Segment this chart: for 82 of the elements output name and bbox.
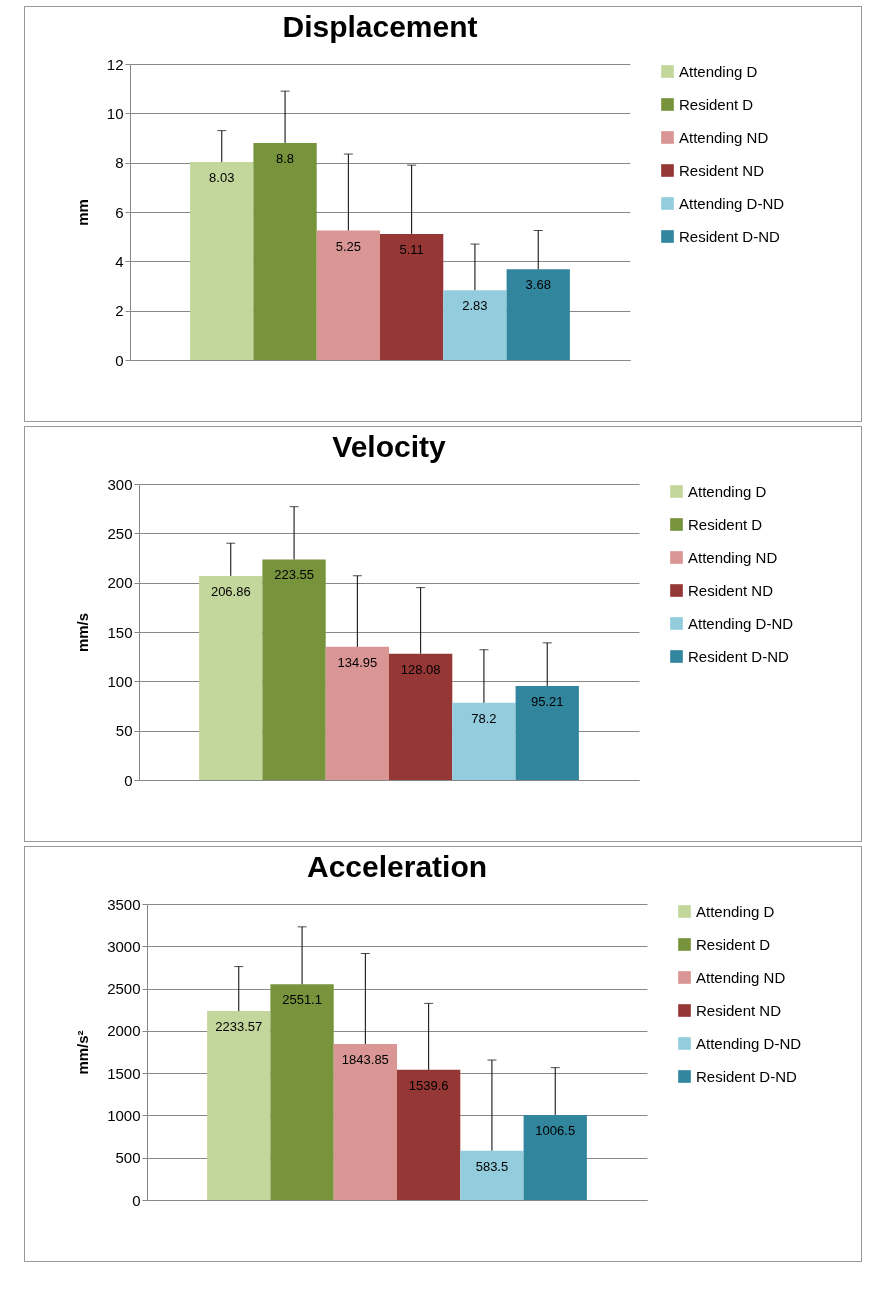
y-tick-label: 4 <box>115 252 124 270</box>
y-tick-label: 1500 <box>107 1064 141 1082</box>
y-tick-label: 0 <box>132 1191 141 1209</box>
y-tick-label: 2500 <box>107 980 141 998</box>
chart-title: Acceleration <box>306 850 488 883</box>
legend-label: Attending D <box>679 62 758 80</box>
bar <box>199 575 263 780</box>
legend-label: Attending D <box>688 482 767 500</box>
y-tick-label: 2000 <box>107 1022 141 1040</box>
legend-label: Resident D-ND <box>688 647 790 665</box>
y-tick-label: 0 <box>124 771 133 789</box>
bar <box>523 1114 587 1200</box>
data-label: 95.21 <box>530 694 564 710</box>
y-tick-label: 150 <box>107 623 133 641</box>
bar <box>506 269 570 360</box>
y-tick-label: 12 <box>106 55 124 73</box>
y-tick-label: 500 <box>115 1149 141 1167</box>
y-tick-label: 50 <box>115 722 133 740</box>
bar <box>333 1044 397 1200</box>
legend-label: Resident ND <box>696 1001 782 1019</box>
legend-label: Resident D-ND <box>679 227 781 245</box>
data-label: 5.25 <box>335 238 362 254</box>
y-tick-label: 1000 <box>107 1106 141 1124</box>
data-label: 3.68 <box>525 277 551 293</box>
y-tick-label: 100 <box>107 672 133 690</box>
legend-label: Attending ND <box>696 968 786 986</box>
bar <box>460 1150 524 1200</box>
chart-title: Velocity <box>332 430 447 463</box>
bar <box>515 686 579 780</box>
bar <box>452 702 516 780</box>
y-tick-label: 250 <box>107 524 133 542</box>
data-label: 1006.5 <box>535 1122 576 1138</box>
bar <box>316 230 380 360</box>
legend-label: Resident D <box>679 95 754 113</box>
bar <box>262 559 326 780</box>
legend-label: Resident ND <box>688 581 774 599</box>
bar <box>443 290 507 360</box>
y-tick-label: 3500 <box>107 895 141 913</box>
bar <box>380 233 444 360</box>
y-tick-label: 200 <box>107 574 133 592</box>
y-axis-title: mm/s² <box>74 1030 92 1075</box>
legend-label: Resident D-ND <box>696 1067 798 1085</box>
data-label: 78.2 <box>471 710 497 726</box>
bar <box>389 653 453 780</box>
legend-label: Attending ND <box>679 128 769 146</box>
data-label: 5.11 <box>399 241 424 257</box>
bar <box>253 142 317 360</box>
y-axis-title: mm/s <box>74 612 92 653</box>
data-label: 1539.6 <box>408 1077 449 1093</box>
legend-label: Resident D <box>688 515 763 533</box>
legend-label: Attending ND <box>688 548 778 566</box>
y-tick-label: 6 <box>115 203 124 221</box>
bar <box>397 1069 461 1200</box>
data-label: 206.86 <box>210 583 251 599</box>
data-label: 1843.85 <box>341 1052 389 1068</box>
bar <box>270 984 334 1200</box>
bar <box>325 646 389 780</box>
y-tick-label: 300 <box>107 475 133 493</box>
bar <box>190 161 254 360</box>
data-label: 2551.1 <box>282 992 322 1008</box>
legend-label: Attending D-ND <box>688 614 794 632</box>
y-tick-label: 10 <box>106 104 124 122</box>
data-label: 134.95 <box>337 654 378 670</box>
data-label: 583.5 <box>475 1158 509 1174</box>
data-label: 223.55 <box>274 567 314 583</box>
legend-label: Attending D <box>696 902 775 920</box>
y-tick-label: 8 <box>115 154 124 172</box>
data-label: 2233.57 <box>215 1019 263 1035</box>
y-axis-title: mm <box>73 199 91 226</box>
data-label: 8.8 <box>276 150 295 166</box>
y-tick-label: 2 <box>115 302 124 320</box>
legend-label: Attending D-ND <box>679 194 785 212</box>
legend-label: Resident ND <box>679 161 765 179</box>
legend-label: Attending D-ND <box>696 1034 802 1052</box>
data-label: 8.03 <box>209 169 235 185</box>
legend-label: Resident D <box>696 935 771 953</box>
bar <box>207 1011 271 1200</box>
chart-title: Displacement <box>282 10 478 43</box>
y-tick-label: 0 <box>115 351 124 369</box>
y-tick-label: 3000 <box>107 937 141 955</box>
data-label: 2.83 <box>462 298 488 314</box>
data-label: 128.08 <box>400 661 441 677</box>
